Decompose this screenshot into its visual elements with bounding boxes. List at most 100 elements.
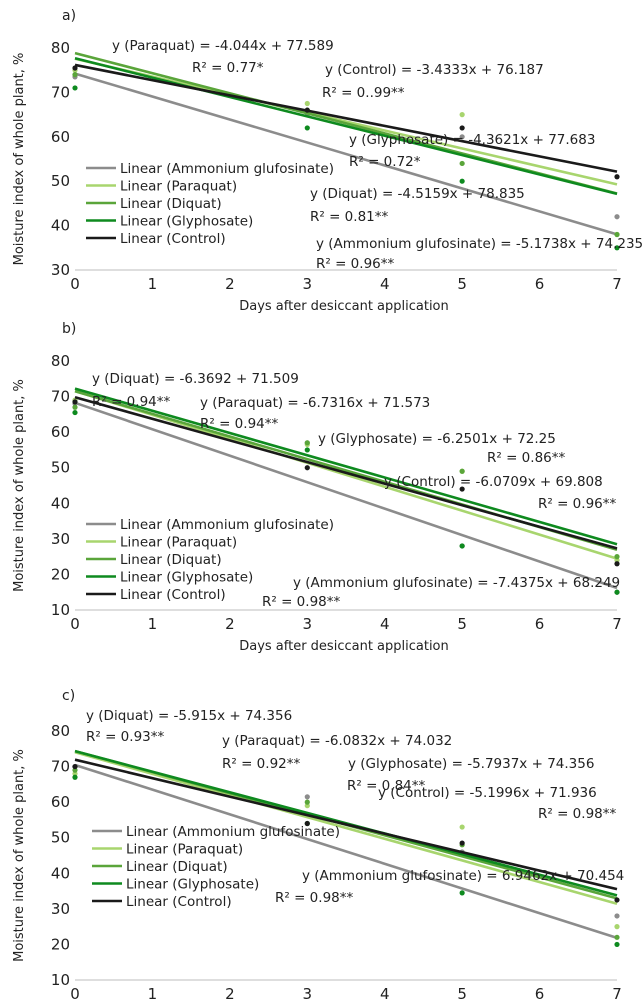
panel-c-legend-label-paraquat: Linear (Paraquat) (126, 842, 243, 858)
panel-b-equation-1: y (Diquat) = -6.3692 + 71.509 (92, 371, 299, 387)
panel-c-point-diquat-0 (72, 767, 78, 773)
panel-c-point-diquat-7 (614, 934, 620, 940)
panel-a-x-tick-4: 4 (380, 275, 390, 293)
panel-b-point-control-5 (459, 486, 465, 492)
panel-a-equation-5: y (Ammonium glufosinate) = -5.1738x + 74… (316, 236, 642, 252)
panel-c-y-tick-80: 80 (51, 722, 70, 740)
panel-b-point-diquat-3 (304, 440, 310, 446)
panel-a-x-axis-label: Days after desiccant application (239, 299, 449, 314)
panel-c-y-tick-70: 70 (51, 758, 70, 776)
panel-a-point-control-3 (304, 107, 310, 113)
panel-a-equation-2: y (Control) = -3.4333x + 76.187 (325, 62, 544, 78)
panel-c-x-tick-6: 6 (535, 985, 545, 1003)
panel-b-x-tick-3: 3 (303, 615, 313, 633)
panel-a-x-tick-1: 1 (148, 275, 158, 293)
panel-c-point-control-3 (304, 820, 310, 827)
panel-c-point-paraquat-0 (72, 771, 78, 777)
panel-b-point-diquat-7 (614, 554, 620, 560)
panel-c-point-paraquat-5 (459, 824, 465, 830)
panel-c-r2-4: R² = 0.98** (538, 806, 616, 822)
panel-a-y-tick-70: 70 (51, 83, 70, 101)
panel-a-point-glufosinate-5 (459, 134, 465, 140)
panel-b-trendline-glufosinate (74, 401, 618, 590)
panel-a-y-tick-50: 50 (51, 172, 70, 190)
panel-b-r2-1: R² = 0.94** (92, 394, 170, 410)
panel-c-y-tick-20: 20 (51, 935, 70, 953)
panel-c-x-tick-5: 5 (457, 985, 467, 1003)
panel-a-legend-label-glyphosate: Linear (Glyphosate) (120, 214, 253, 230)
panel-b-label: b) (62, 321, 76, 337)
panel-b-x-tick-2: 2 (225, 615, 235, 633)
panel-c-legend-label-glufosinate: Linear (Ammonium glufosinate) (126, 824, 340, 840)
panel-a-legend-label-paraquat: Linear (Paraquat) (120, 179, 237, 195)
panel-c-point-glufosinate-3 (304, 794, 310, 800)
panel-c-r2-1: R² = 0.93** (86, 729, 164, 745)
panel-a-r2-4: R² = 0.81** (310, 209, 388, 225)
panel-a-equation-1: y (Paraquat) = -4.044x + 77.589 (112, 38, 334, 54)
panel-b-y-tick-20: 20 (51, 565, 70, 583)
panel-c-point-diquat-3 (304, 799, 310, 805)
panel-a-r2-5: R² = 0.96** (316, 256, 394, 272)
panel-b-point-glyphosate-7 (614, 589, 620, 595)
panel-b-trendline-control (74, 396, 618, 550)
panel-b-legend-label-paraquat: Linear (Paraquat) (120, 535, 237, 551)
panel-c-r2-2: R² = 0.92** (222, 756, 300, 772)
panel-b-x-axis-label: Days after desiccant application (239, 639, 449, 654)
panel-a-x-tick-5: 5 (457, 275, 467, 293)
panel-b-point-control-7 (614, 561, 620, 567)
panel-a-x-tick-6: 6 (535, 275, 545, 293)
panel-a-r2-3: R² = 0.72* (349, 154, 421, 170)
panel-b-point-diquat-5 (459, 468, 465, 474)
panel-b-equation-4: y (Control) = -6.0709x + 69.808 (384, 474, 603, 490)
panel-b-y-tick-10: 10 (51, 601, 70, 619)
panel-a-y-tick-30: 30 (51, 261, 70, 279)
panel-c-label: c) (62, 688, 75, 704)
panel-c-y-tick-40: 40 (51, 864, 70, 882)
panel-c-point-control-0 (72, 763, 78, 770)
panel-a-x-tick-7: 7 (612, 275, 622, 293)
panel-b-r2-4: R² = 0.96** (538, 496, 616, 512)
panel-b-trendline-glyphosate (74, 387, 618, 546)
panel-b-x-tick-1: 1 (148, 615, 158, 633)
panel-b-legend-label-glufosinate: Linear (Ammonium glufosinate) (120, 517, 334, 533)
panel-a-point-paraquat-5 (459, 112, 465, 118)
panel-c-point-glyphosate-5 (459, 890, 465, 896)
panel-a-x-tick-0: 0 (70, 275, 80, 293)
panel-b-y-tick-30: 30 (51, 530, 70, 548)
panel-b-point-glyphosate-0 (72, 409, 78, 416)
panel-b-r2-5: R² = 0.98** (262, 594, 340, 610)
panel-b-point-control-0 (72, 399, 78, 405)
panel-a-y-axis-label: Moisture index of whole plant, % (12, 53, 27, 266)
panel-b-point-control-3 (304, 465, 310, 471)
panel-b-legend-label-diquat: Linear (Diquat) (120, 552, 222, 568)
panel-b-point-diquat-0 (72, 404, 78, 410)
panel-b-point-paraquat-7 (614, 557, 620, 563)
panel-a-r2-1: R² = 0.77* (192, 60, 264, 76)
panel-a-y-tick-40: 40 (51, 217, 70, 235)
panel-a-trendline-control (74, 63, 618, 173)
panel-c-point-control-7 (614, 897, 620, 903)
panel-b-legend-label-control: Linear (Control) (120, 587, 226, 603)
panel-c-x-tick-0: 0 (70, 985, 80, 1003)
panel-a-y-tick-80: 80 (51, 39, 70, 57)
panel-b-equation-2: y (Paraquat) = -6.7316x + 71.573 (200, 395, 430, 411)
panel-a-x-tick-3: 3 (303, 275, 313, 293)
panel-b-x-tick-5: 5 (457, 615, 467, 633)
panel-b-point-glyphosate-5 (459, 543, 465, 549)
panel-b-y-axis-label: Moisture index of whole plant, % (12, 379, 27, 592)
panel-c-legend-label-control: Linear (Control) (126, 894, 232, 910)
panel-a-point-diquat-5 (459, 160, 465, 167)
panel-b-x-tick-0: 0 (70, 615, 80, 633)
panel-b-equation-5: y (Ammonium glufosinate) = -7.4375x + 68… (293, 575, 620, 591)
panel-c-legend-label-glyphosate: Linear (Glyphosate) (126, 877, 259, 893)
panel-c-x-tick-4: 4 (380, 985, 390, 1003)
panel-c-equation-4: y (Control) = -5.1996x + 71.936 (378, 785, 597, 801)
panel-a-point-diquat-0 (72, 72, 78, 78)
panel-a-y-tick-60: 60 (51, 128, 70, 146)
panel-b-y-tick-80: 80 (51, 352, 70, 370)
panel-a-point-glyphosate-7 (614, 245, 620, 251)
panel-c-r2-5: R² = 0.98** (275, 890, 353, 906)
panel-c-x-tick-3: 3 (303, 985, 313, 1003)
panel-b-x-tick-7: 7 (612, 615, 622, 633)
